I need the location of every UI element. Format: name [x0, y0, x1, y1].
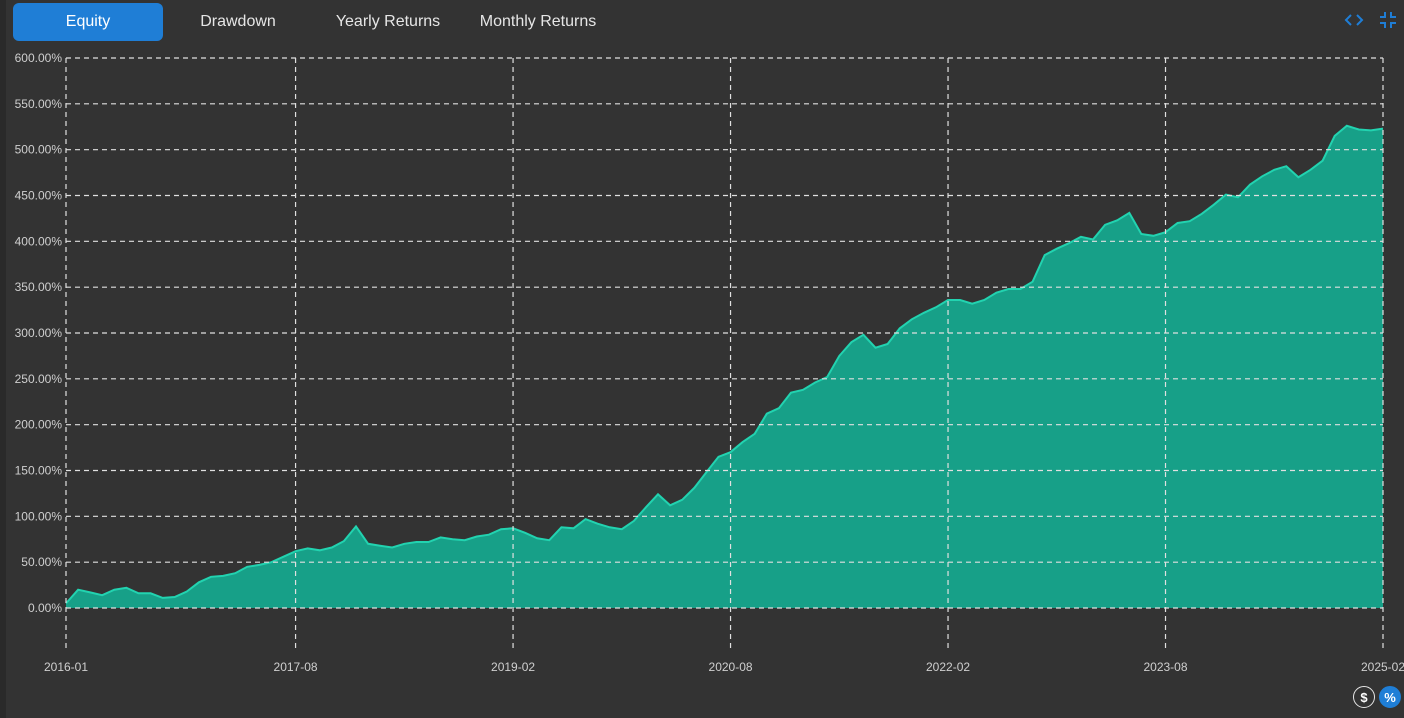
x-tick-label: 2020-08 [709, 660, 753, 674]
y-tick-label: 500.00% [15, 143, 63, 157]
y-tick-label: 50.00% [21, 555, 62, 569]
y-tick-label: 350.00% [15, 280, 63, 294]
y-tick-label: 600.00% [15, 51, 63, 65]
y-tick-label: 550.00% [15, 97, 63, 111]
y-tick-label: 100.00% [15, 509, 63, 523]
y-tick-label: 150.00% [15, 464, 63, 478]
y-tick-label: 250.00% [15, 372, 63, 386]
y-tick-label: 200.00% [15, 418, 63, 432]
x-tick-label: 2019-02 [491, 660, 535, 674]
tab-bar: Equity Drawdown Yearly Returns Monthly R… [13, 3, 613, 41]
left-edge-strip [0, 0, 6, 718]
y-tick-label: 400.00% [15, 234, 63, 248]
collapse-icon[interactable] [1378, 10, 1398, 30]
x-tick-label: 2017-08 [274, 660, 318, 674]
tab-yearly-returns[interactable]: Yearly Returns [335, 13, 441, 30]
y-tick-label: 300.00% [15, 326, 63, 340]
y-tick-label: 0.00% [28, 601, 62, 615]
code-icon[interactable] [1344, 10, 1364, 30]
y-tick-label: 450.00% [15, 189, 63, 203]
equity-area [66, 125, 1383, 609]
unit-toggle: $ % [1353, 686, 1401, 708]
percent-toggle-button[interactable]: % [1379, 686, 1401, 708]
dollar-toggle-button[interactable]: $ [1353, 686, 1375, 708]
x-tick-label: 2025-02 [1361, 660, 1404, 674]
tab-drawdown[interactable]: Drawdown [200, 13, 276, 30]
chart-toolbar [1344, 10, 1398, 30]
x-tick-label: 2022-02 [926, 660, 970, 674]
tab-monthly-returns[interactable]: Monthly Returns [479, 13, 597, 30]
x-tick-label: 2016-01 [44, 660, 88, 674]
equity-line [65, 124, 1384, 605]
x-tick-label: 2023-08 [1143, 660, 1187, 674]
tab-equity[interactable]: Equity [13, 3, 163, 41]
